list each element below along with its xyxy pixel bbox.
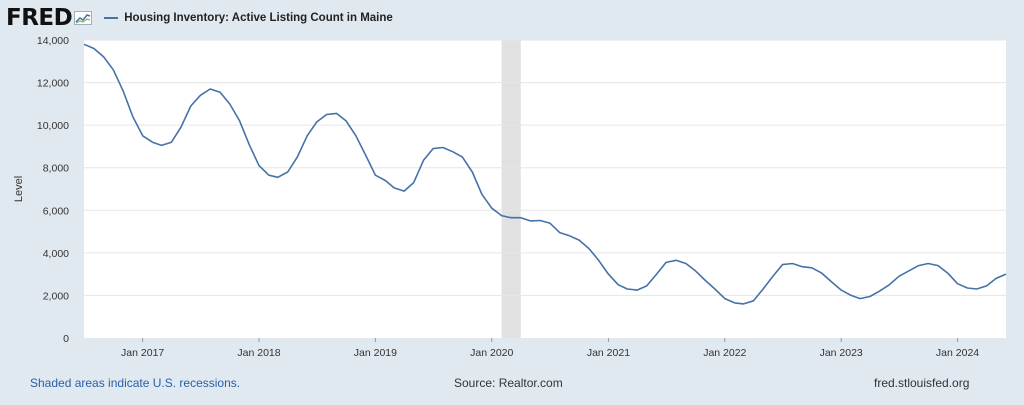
source-note: Source: Realtor.com: [454, 376, 563, 390]
grid-lines: [84, 39, 1006, 296]
y-axis-ticks: 0 2,000 4,000 6,000 8,000 10,000 12,000 14,000: [37, 35, 69, 345]
legend-label: Housing Inventory: Active Listing Count …: [124, 12, 393, 24]
x-tick-label-0: Jan 2017: [121, 347, 164, 359]
y-tick-label-3: 6,000: [43, 205, 69, 217]
x-tick-label-5: Jan 2022: [703, 347, 746, 359]
series-layer: [83, 43, 1007, 305]
plot-background: [84, 40, 1006, 338]
y-tick-label-4: 8,000: [43, 163, 69, 175]
recession-band-0: [501, 40, 521, 338]
y-tick-label-5: 10,000: [37, 120, 69, 132]
legend-swatch: [104, 17, 119, 19]
y-tick-label-1: 2,000: [43, 290, 69, 302]
recession-note: Shaded areas indicate U.S. recessions.: [30, 376, 241, 390]
y-axis-label: Level: [13, 176, 25, 202]
y-tick-label-6: 12,000: [37, 78, 69, 90]
logo-text: FRED: [6, 5, 73, 31]
x-tick-label-6: Jan 2023: [820, 347, 863, 359]
fred-logo[interactable]: FRED: [6, 5, 93, 31]
fred-chart-icon: [74, 11, 93, 25]
chart-legend: Housing Inventory: Active Listing Count …: [104, 12, 393, 24]
chart-header: FRED Housing Inventory: Active Listing C…: [6, 4, 393, 32]
y-tick-label-2: 4,000: [43, 248, 69, 260]
recession-shading: [501, 40, 521, 338]
y-tick-label-0: 0: [63, 333, 69, 345]
x-tick-label-2: Jan 2019: [354, 347, 397, 359]
x-tick-label-3: Jan 2020: [470, 347, 513, 359]
x-tick-label-7: Jan 2024: [936, 347, 979, 359]
site-link[interactable]: fred.stlouisfed.org: [874, 376, 970, 390]
x-tick-label-4: Jan 2021: [587, 347, 630, 359]
y-tick-label-7: 14,000: [37, 35, 69, 47]
x-tick-label-1: Jan 2018: [237, 347, 280, 359]
x-axis-ticks: Jan 2017 Jan 2018 Jan 2019 Jan 2020 Jan 2021…: [121, 338, 979, 359]
series-line-0: [83, 43, 1007, 305]
